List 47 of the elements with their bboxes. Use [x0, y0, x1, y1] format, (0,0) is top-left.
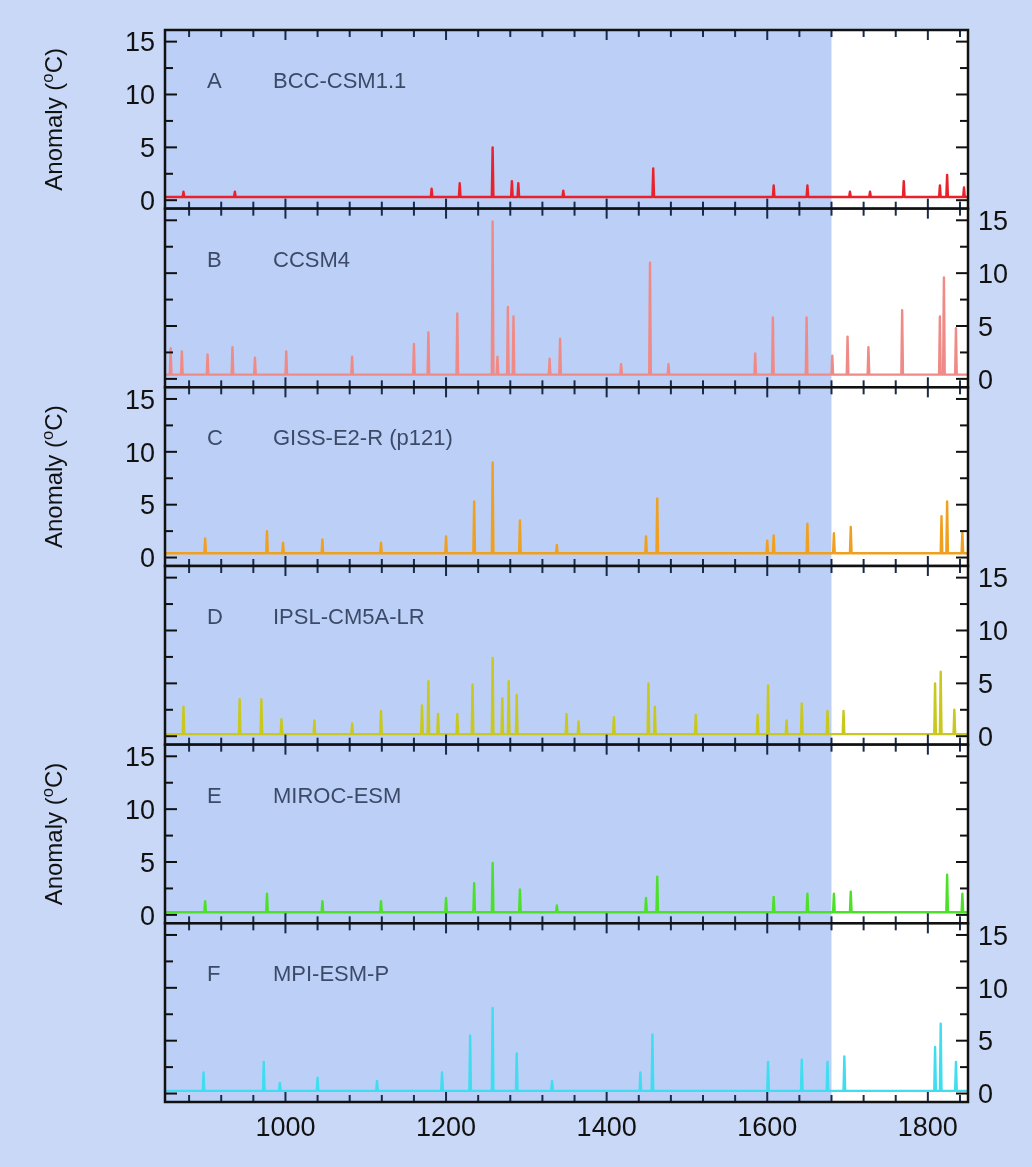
- y-tick-label: 15: [124, 27, 155, 58]
- text: MIROC-ESM: [273, 782, 402, 808]
- x-tick-label: 1400: [576, 1112, 637, 1142]
- text: GISS-E2-R (p121): [273, 425, 453, 451]
- y2-tick-label: 0: [978, 364, 994, 395]
- y2-tick-label: 5: [978, 669, 994, 700]
- y2-tick-label: 10: [978, 973, 1009, 1004]
- line-series: [163, 220, 970, 376]
- text: B: [207, 246, 222, 272]
- y-tick-label: 0: [139, 543, 155, 574]
- x-tick-label: 1000: [255, 1112, 316, 1142]
- y2-tick-label: 0: [978, 1079, 994, 1110]
- y-tick-label: 10: [124, 80, 155, 111]
- text: BCC-CSM1.1: [273, 68, 407, 93]
- y2-tick-label: 5: [978, 1026, 994, 1057]
- y-tick-label: 15: [124, 384, 155, 415]
- y-tick-label: 10: [124, 437, 155, 468]
- x-tick-label: 1600: [737, 1112, 798, 1142]
- y2-tick-label: 15: [978, 206, 1009, 237]
- text: CCSM4: [273, 246, 351, 272]
- y-tick-label: 0: [139, 185, 155, 216]
- y-tick-label: 0: [139, 900, 155, 931]
- y-tick-label: 5: [139, 847, 155, 878]
- text: E: [207, 782, 222, 808]
- y-tick-label: 5: [139, 133, 155, 164]
- line-series: [163, 656, 970, 736]
- text: C: [207, 425, 223, 451]
- line-series: [163, 461, 970, 555]
- y2-tick-label: 15: [978, 563, 1009, 594]
- text: IPSL-CM5A-LR: [273, 604, 425, 629]
- y2-tick-label: 10: [978, 616, 1009, 647]
- y2-tick-label: 15: [978, 920, 1009, 951]
- y-tick-label: 15: [124, 742, 155, 773]
- text: F: [207, 961, 221, 987]
- y2-tick-label: 5: [978, 311, 994, 342]
- y2-tick-label: 10: [978, 258, 1009, 289]
- line-series: [163, 861, 970, 914]
- y-tick-label: 10: [124, 794, 155, 825]
- x-tick-label: 1200: [416, 1112, 477, 1142]
- line-series: [163, 1006, 970, 1093]
- text: MPI-ESM-P: [273, 961, 390, 987]
- x-tick-label: 1800: [897, 1112, 958, 1142]
- text: A: [207, 68, 222, 93]
- y2-tick-label: 0: [978, 721, 994, 752]
- y-tick-label: 5: [139, 490, 155, 521]
- line-series: [163, 146, 970, 199]
- text: D: [207, 604, 223, 629]
